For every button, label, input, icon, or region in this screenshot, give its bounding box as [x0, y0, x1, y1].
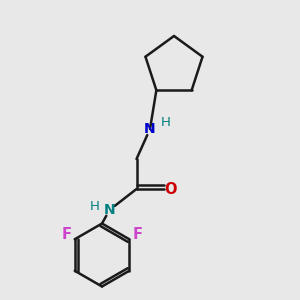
- Text: H: H: [90, 200, 100, 214]
- Text: O: O: [164, 182, 176, 196]
- Text: N: N: [144, 122, 156, 136]
- Text: F: F: [133, 227, 142, 242]
- Text: N: N: [104, 203, 115, 217]
- Text: H: H: [161, 116, 170, 129]
- Text: F: F: [61, 227, 71, 242]
